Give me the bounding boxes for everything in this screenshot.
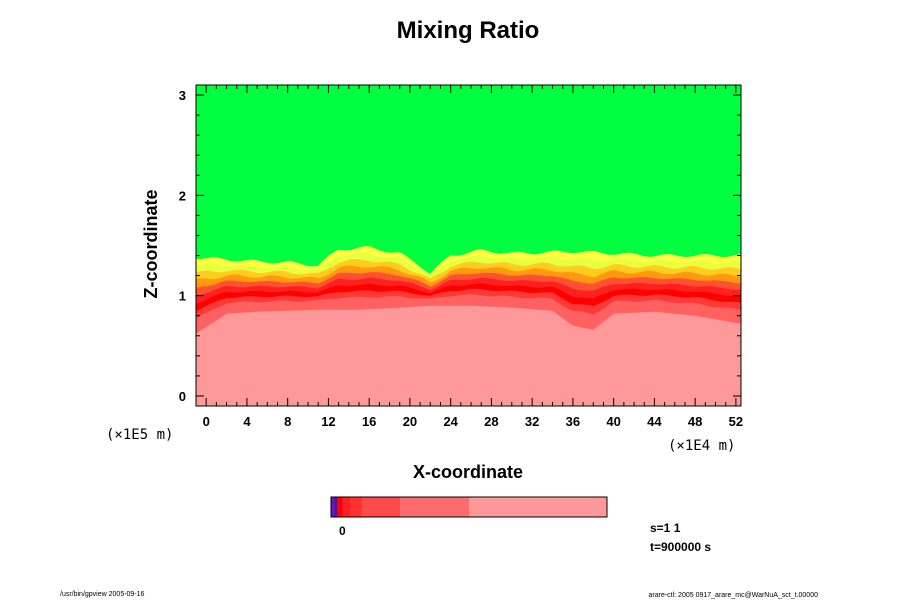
x-tick-label: 16 <box>362 414 376 429</box>
chart-title: Mixing Ratio <box>397 17 540 44</box>
x-tick-label: 12 <box>321 414 335 429</box>
y-axis-unit: (×1E5 m) <box>106 427 173 443</box>
y-tick-label: 0 <box>179 389 186 404</box>
x-tick-label: 24 <box>443 414 458 429</box>
colorbar-segment <box>342 497 351 517</box>
s-annotation: s=1 1 <box>650 521 681 535</box>
x-tick-label: 32 <box>525 414 539 429</box>
colorbar-segment <box>469 497 608 517</box>
x-tick-label: 52 <box>729 414 743 429</box>
colorbar-segment <box>337 497 343 517</box>
x-tick-label: 4 <box>243 414 251 429</box>
x-tick-label: 20 <box>403 414 417 429</box>
x-tick-label: 40 <box>606 414 620 429</box>
colorbar <box>331 497 608 517</box>
x-axis-ticks: 0 4 8 12 16 20 24 28 32 36 40 44 48 52 <box>195 85 743 429</box>
x-tick-label: 36 <box>566 414 580 429</box>
y-axis-label: Z-coordinate <box>141 189 161 298</box>
lower-region <box>196 305 741 406</box>
y-tick-label: 2 <box>179 188 186 203</box>
footer-right: arare-ctl: 2005 0917_arare_mc@WarNuA_sct… <box>649 592 819 599</box>
mixing-ratio-field <box>196 85 741 406</box>
colorbar-segment <box>334 497 338 517</box>
y-axis-ticks: 0 1 2 3 <box>179 88 741 404</box>
plot-frame <box>195 84 742 407</box>
colorbar-frame <box>330 496 608 518</box>
x-tick-label: 0 <box>203 414 210 429</box>
colorbar-segment <box>350 497 362 517</box>
y-tick-label: 1 <box>179 289 186 304</box>
x-tick-label: 8 <box>284 414 291 429</box>
x-tick-label: 48 <box>688 414 702 429</box>
x-tick-label: 28 <box>484 414 498 429</box>
colorbar-label: 0 <box>339 524 346 538</box>
colorbar-segment <box>331 497 336 517</box>
y-tick-label: 3 <box>179 88 186 103</box>
x-tick-label: 44 <box>647 414 662 429</box>
x-axis-label: X-coordinate <box>413 462 523 482</box>
colorbar-segment <box>361 497 401 517</box>
colorbar-segment <box>400 497 470 517</box>
t-annotation: t=900000 s <box>650 540 711 554</box>
footer-left: /usr/bin/gpview 2005-09-16 <box>60 591 145 598</box>
x-axis-unit: (×1E4 m) <box>668 438 735 454</box>
